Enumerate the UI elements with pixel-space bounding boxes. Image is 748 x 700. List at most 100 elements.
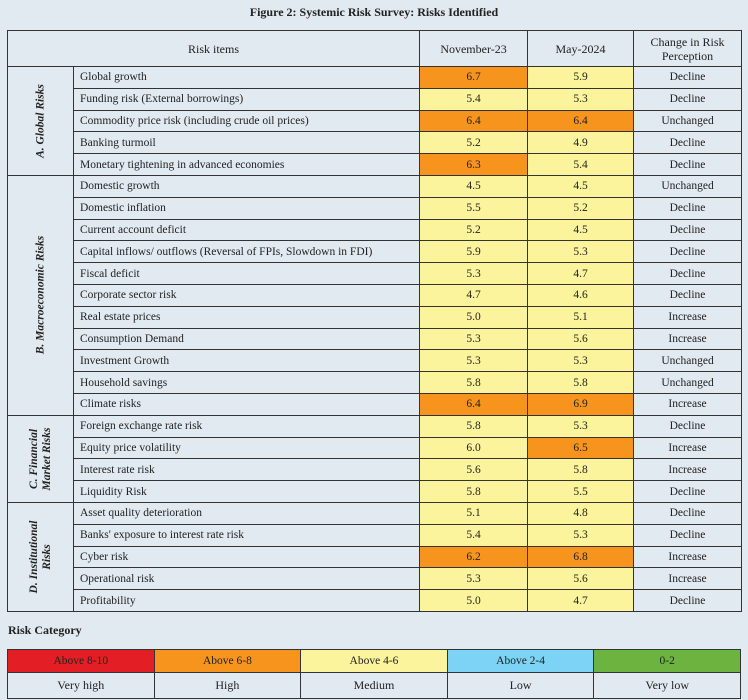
value-may-2024: 6.8: [527, 545, 635, 569]
table-row: Commodity price risk (including crude oi…: [8, 109, 743, 133]
table-row: Consumption Demand 5.3 5.6 Increase: [8, 327, 743, 351]
figure-title: Figure 2: Systemic Risk Survey: Risks Id…: [249, 5, 499, 19]
risk-category-legend: Above 8-10 Above 6-8 Above 4-6 Above 2-4 0-2…: [7, 649, 741, 699]
change-perception: Increase: [633, 392, 743, 416]
value-may-2024: 5.3: [527, 349, 635, 373]
value-may-2024: 4.9: [527, 131, 635, 155]
change-perception: Decline: [633, 153, 743, 176]
header-november-23: November-23: [419, 30, 529, 67]
group-label: C. Financial Market Risks: [7, 414, 74, 503]
table-row: B. Macroeconomic Risks Domestic growth 4.5…: [7, 174, 743, 416]
change-perception: Increase: [633, 545, 743, 569]
value-nov-23: 5.8: [419, 371, 529, 394]
value-nov-23: 5.4: [419, 87, 529, 111]
legend-range: Above 2-4: [446, 649, 595, 673]
value-nov-23: 5.2: [419, 218, 529, 242]
risk-item: Monetary tightening in advanced economie…: [72, 153, 421, 176]
change-perception: Decline: [633, 218, 743, 242]
risk-item: Household savings: [72, 371, 421, 394]
table-row: Climate risks 6.4 6.9 Increase: [8, 392, 743, 416]
value-may-2024: 5.8: [527, 458, 635, 482]
header-row: Risk items November-23 May-2024 Change i…: [6, 30, 743, 67]
table-row: A. Global Risks Global growth 6.7 5.9 Declin…: [7, 66, 743, 176]
value-nov-23: 5.5: [419, 196, 529, 220]
risk-item: Operational risk: [72, 567, 421, 591]
value-nov-23: 4.5: [419, 174, 529, 198]
value-may-2024: 5.3: [527, 523, 635, 547]
value-nov-23: 6.7: [419, 66, 529, 89]
value-nov-23: 6.0: [419, 436, 529, 460]
value-may-2024: 6.4: [527, 109, 635, 133]
table-row: Real estate prices 5.0 5.1 Increase: [8, 305, 743, 329]
table-row: Interest rate risk 5.6 5.8 Increase: [8, 458, 743, 482]
table-row: Banking turmoil 5.2 4.9 Decline: [8, 131, 743, 155]
value-nov-23: 6.4: [419, 109, 529, 133]
table-row: Monetary tightening in advanced economie…: [8, 153, 743, 176]
risk-item: Equity price volatility: [72, 436, 421, 460]
change-perception: Decline: [633, 196, 743, 220]
legend-range: Above 6-8: [153, 649, 302, 673]
table-row: Household savings 5.8 5.8 Unchanged: [8, 371, 743, 394]
header-change: Change in Risk Perception: [633, 30, 743, 67]
legend-range: Above 8-10: [7, 649, 155, 673]
group-label: A. Global Risks: [7, 66, 74, 176]
legend-label: High: [153, 672, 302, 699]
change-perception: Decline: [633, 480, 743, 503]
value-may-2024: 5.3: [527, 240, 635, 264]
change-perception: Decline: [633, 523, 743, 547]
table-row: Banks' exposure to interest rate risk 5.4…: [8, 523, 743, 547]
risk-item: Foreign exchange rate risk: [72, 414, 421, 438]
table-row: Equity price volatility 6.0 6.5 Increase: [8, 436, 743, 460]
value-nov-23: 5.0: [419, 589, 529, 612]
value-may-2024: 5.2: [527, 196, 635, 220]
value-nov-23: 5.8: [419, 480, 529, 503]
value-may-2024: 5.8: [527, 371, 635, 394]
table-row: Cyber risk 6.2 6.8 Increase: [8, 545, 743, 569]
change-perception: Decline: [633, 589, 743, 612]
change-perception: Increase: [633, 567, 743, 591]
table-row: Fiscal deficit 5.3 4.7 Decline: [8, 262, 743, 285]
value-may-2024: 5.5: [527, 480, 635, 503]
change-perception: Decline: [633, 131, 743, 155]
risk-item: Liquidity Risk: [72, 480, 421, 503]
risk-item: Investment Growth: [72, 349, 421, 373]
risk-item: Real estate prices: [72, 305, 421, 329]
value-may-2024: 5.1: [527, 305, 635, 329]
risk-item: Corporate sector risk: [72, 283, 421, 307]
table-row: Capital inflows/ outflows (Reversal of F…: [8, 240, 743, 264]
value-nov-23: 5.3: [419, 349, 529, 373]
risk-item: Global growth: [72, 66, 421, 89]
table-row: Corporate sector risk 4.7 4.6 Decline: [8, 283, 743, 307]
risk-item: Capital inflows/ outflows (Reversal of F…: [72, 240, 421, 264]
change-perception: Increase: [633, 327, 743, 351]
table-row: Profitability 5.0 4.7 Decline: [8, 589, 743, 612]
change-perception: Unchanged: [633, 371, 743, 394]
value-nov-23: 5.9: [419, 240, 529, 264]
value-nov-23: 5.4: [419, 523, 529, 547]
risk-item: Profitability: [72, 589, 421, 612]
value-may-2024: 4.7: [527, 589, 635, 612]
value-nov-23: 5.3: [419, 262, 529, 285]
value-nov-23: 5.0: [419, 305, 529, 329]
header-may-2024: May-2024: [527, 30, 635, 67]
value-may-2024: 6.5: [527, 436, 635, 460]
risk-item: Commodity price risk (including crude oi…: [72, 109, 421, 133]
risk-item: Current account deficit: [72, 218, 421, 242]
value-may-2024: 4.5: [527, 218, 635, 242]
change-perception: Increase: [633, 436, 743, 460]
legend-label: Low: [446, 672, 595, 699]
legend-label: Very low: [593, 672, 741, 699]
value-nov-23: 6.2: [419, 545, 529, 569]
risk-item: Consumption Demand: [72, 327, 421, 351]
risk-item: Asset quality deterioration: [72, 501, 421, 525]
value-may-2024: 5.3: [527, 414, 635, 438]
legend-title: Risk Category: [8, 623, 82, 637]
risk-item: Climate risks: [72, 392, 421, 416]
value-nov-23: 4.7: [419, 283, 529, 307]
value-nov-23: 5.6: [419, 458, 529, 482]
risk-item: Banks' exposure to interest rate risk: [72, 523, 421, 547]
change-perception: Decline: [633, 87, 743, 111]
legend-range: 0-2: [593, 649, 741, 673]
change-perception: Decline: [633, 66, 743, 89]
value-may-2024: 4.6: [527, 283, 635, 307]
